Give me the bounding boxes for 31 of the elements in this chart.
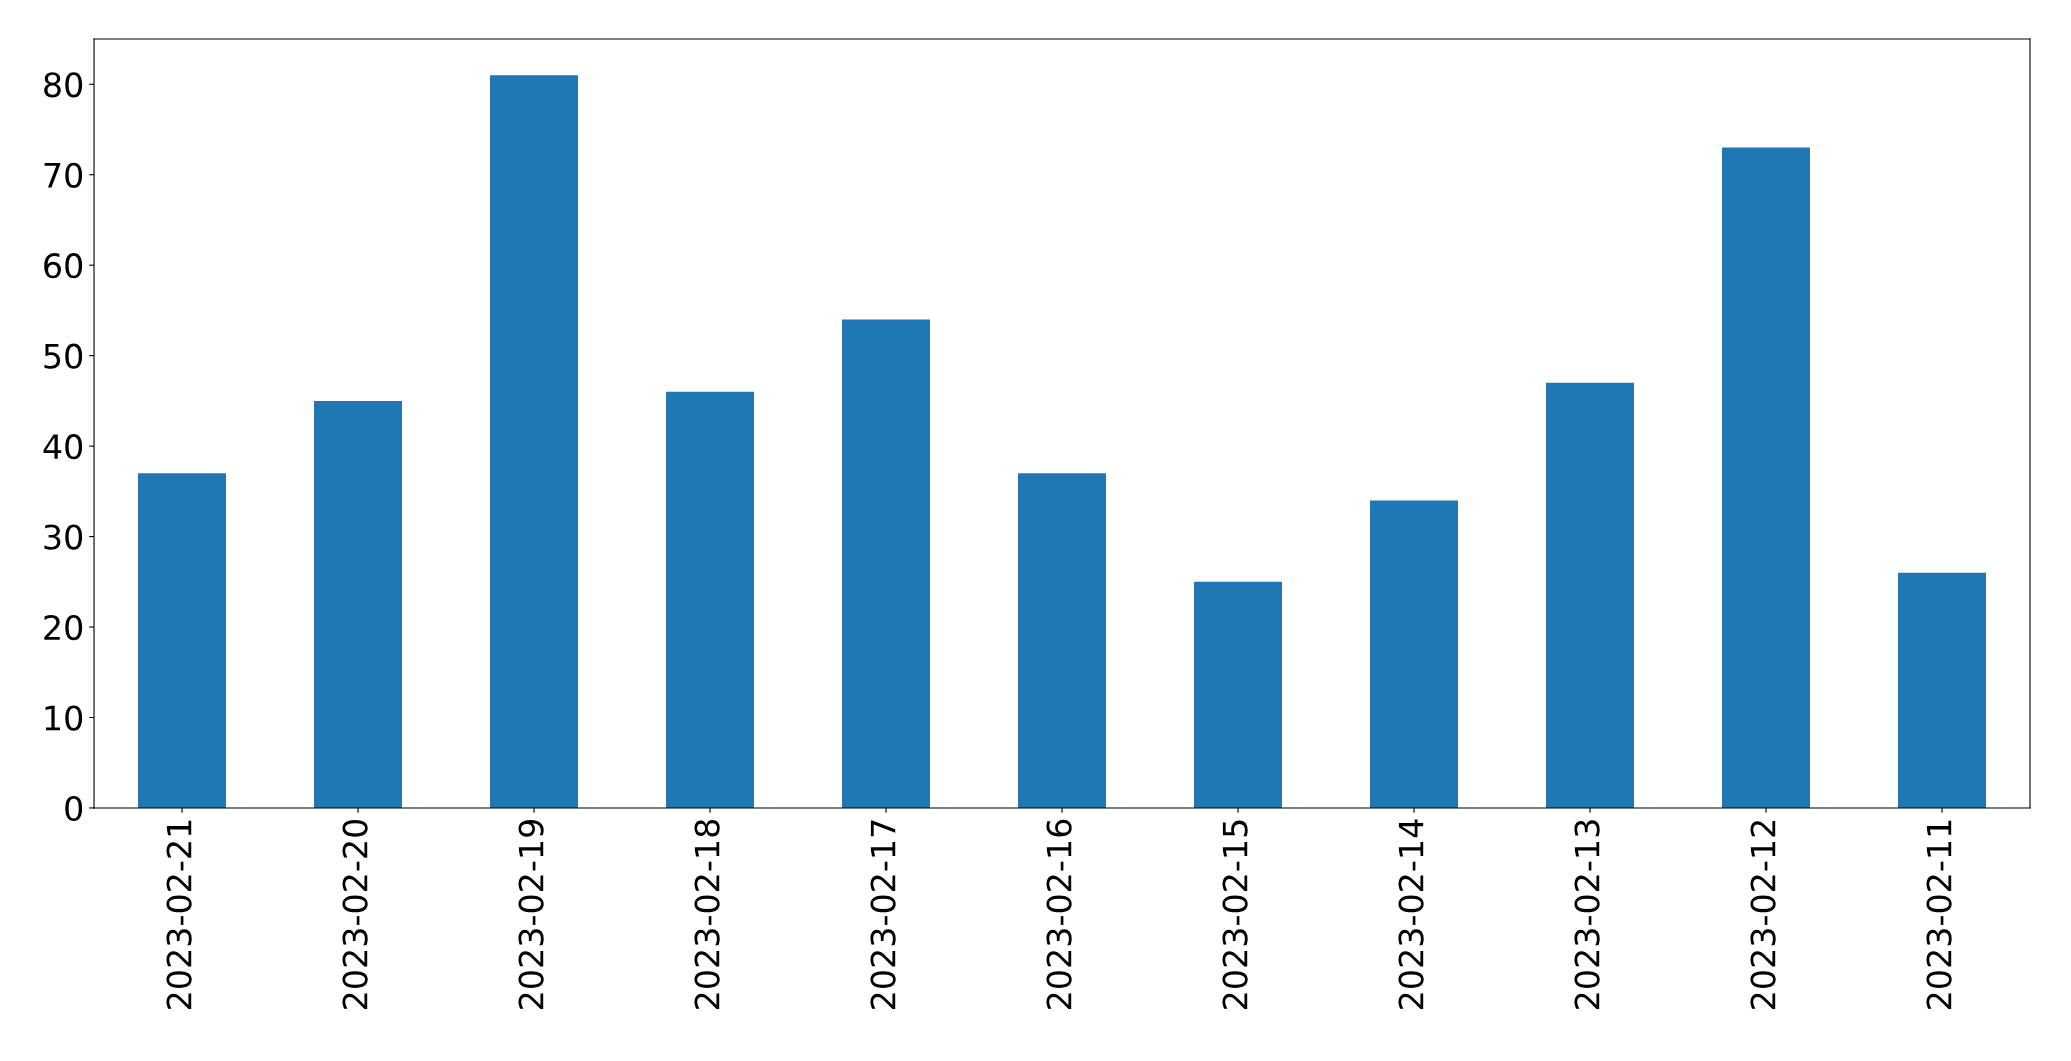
y-tick-label: 30 xyxy=(44,524,83,550)
x-tick-label: 2023-02-12 xyxy=(1750,821,1776,1009)
x-tick-label: 2023-02-11 xyxy=(1926,820,1952,1009)
x-tick-label: 2023-02-17 xyxy=(870,820,896,1009)
bar xyxy=(1194,581,1283,808)
x-tick-label: 2023-02-19 xyxy=(518,820,544,1009)
x-tick-label: 2023-02-20 xyxy=(342,819,368,1009)
x-tick-label: 2023-02-16 xyxy=(1046,819,1072,1009)
x-tick-label: 2023-02-21 xyxy=(166,820,192,1009)
bar xyxy=(1370,500,1458,808)
x-tick-label: 2023-02-15 xyxy=(1222,820,1248,1009)
y-tick-label: 80 xyxy=(44,72,83,98)
bar xyxy=(314,400,403,808)
y-tick-label: 20 xyxy=(44,614,83,641)
bar xyxy=(138,473,227,808)
bar xyxy=(1018,473,1107,808)
bar xyxy=(666,391,755,808)
y-tick-label: 50 xyxy=(44,343,83,369)
x-tick-label: 2023-02-14 xyxy=(1398,819,1424,1009)
y-tick-label: 60 xyxy=(44,253,83,279)
y-tick-label: 40 xyxy=(43,434,83,460)
y-tick-label: 10 xyxy=(45,705,83,731)
x-tick-label: 2023-02-18 xyxy=(694,819,720,1009)
x-tick-label: 2023-02-13 xyxy=(1574,820,1600,1009)
bar xyxy=(1546,382,1634,808)
y-tick-label: 0 xyxy=(65,795,83,822)
bar xyxy=(490,75,579,808)
bar xyxy=(1722,147,1810,808)
bar xyxy=(842,319,931,808)
y-tick-label: 70 xyxy=(44,162,83,188)
bar xyxy=(1898,572,1986,808)
